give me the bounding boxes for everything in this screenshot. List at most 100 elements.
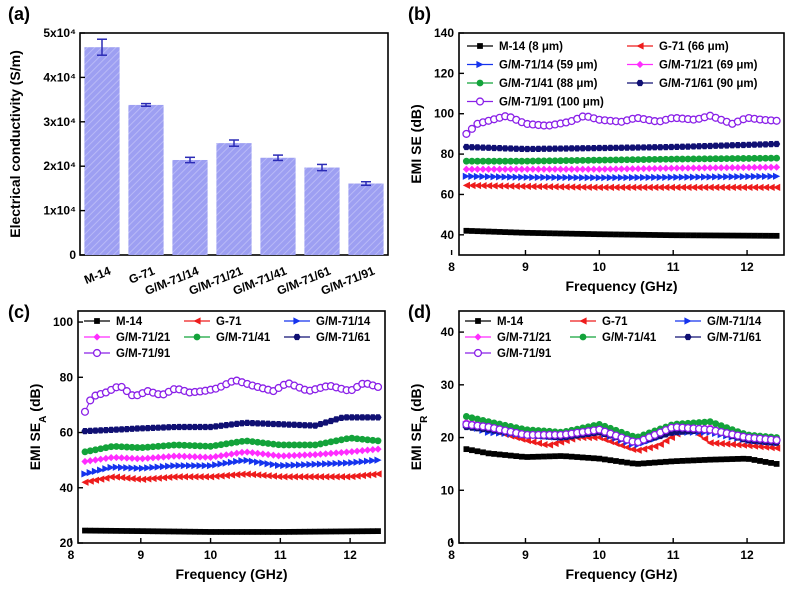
data-point-g-m-71-41-88-m	[734, 155, 742, 162]
data-point-g-m-71-61	[343, 414, 351, 421]
data-point-m-14	[646, 460, 653, 466]
data-point-g-m-71-41-88-m	[607, 156, 614, 164]
data-point-g-71	[133, 475, 141, 483]
data-point-g-m-71-21-69-m	[540, 165, 548, 173]
data-point-g-71	[149, 474, 157, 483]
data-point-m-14	[123, 528, 130, 534]
data-point-g-m-71-61-90-m	[717, 142, 725, 149]
data-point-g-71-66-m	[656, 183, 664, 191]
data-point-m-14	[546, 453, 553, 460]
data-point-g-m-71-41	[112, 443, 120, 450]
data-point-g-m-71-14	[254, 458, 262, 466]
data-point-g-71	[761, 443, 770, 451]
data-point-g-m-71-41	[97, 445, 105, 453]
data-point-g-71-66-m	[573, 183, 581, 191]
legend-label-g-m-71-14: G/M-71/14	[316, 316, 371, 328]
data-point-g-m-71-14-59-m	[651, 173, 659, 182]
data-point-g-m-71-21-69-m	[700, 164, 709, 172]
data-point-g-m-71-14	[363, 457, 372, 465]
data-point-g-m-71-21-69-m	[496, 165, 504, 173]
data-point-m-14-8-m	[696, 232, 702, 239]
data-point-g-m-71-14	[217, 460, 225, 468]
data-point-g-m-71-41-88-m	[468, 157, 476, 165]
data-point-g-71	[165, 473, 173, 481]
data-point-m-14	[485, 450, 492, 457]
data-point-g-71	[86, 477, 94, 485]
data-point-m-14	[568, 453, 575, 460]
data-point-g-m-71-61	[264, 420, 272, 427]
y-tick-label: 1x10⁴	[43, 204, 76, 218]
data-point-g-71-66-m	[568, 183, 576, 191]
y-tick-label: 2x10⁴	[43, 159, 76, 173]
data-point-g-m-71-41	[701, 418, 709, 426]
data-point-g-m-71-61	[254, 420, 262, 427]
data-point-g-m-71-21	[374, 445, 382, 453]
data-point-g-m-71-21-69-m	[612, 165, 620, 173]
data-point-g-71-66-m	[518, 182, 526, 190]
data-point-g-m-71-41-88-m	[623, 156, 631, 164]
data-point-g-m-71-21-69-m	[523, 165, 531, 173]
data-point-g-m-71-61-90-m	[712, 142, 720, 149]
data-point-m-14-8-m	[518, 229, 525, 236]
data-point-m-14	[668, 458, 675, 465]
data-point-m-14	[613, 458, 619, 464]
data-point-g-71	[180, 473, 189, 481]
data-point-g-m-71-14-59-m	[756, 172, 764, 181]
data-point-m-14	[328, 528, 334, 535]
legend-marker-g-71-66-m	[636, 42, 644, 50]
panel-b-label: (b)	[408, 4, 431, 24]
data-point-m-14-8-m	[751, 232, 758, 239]
data-point-g-m-71-21-69-m	[739, 163, 747, 172]
data-point-g-m-71-61	[112, 426, 120, 433]
legend-label-g-m-71-21: G/M-71/21	[116, 332, 171, 344]
data-point-g-m-71-14-59-m	[695, 173, 703, 181]
data-point-g-m-71-14	[238, 457, 246, 465]
data-point-m-14-8-m	[651, 232, 658, 238]
data-point-g-71	[222, 471, 230, 480]
x-tick-label: 9	[522, 260, 529, 274]
data-point-g-m-71-61	[191, 423, 199, 431]
data-point-g-m-71-21-69-m	[723, 164, 731, 172]
data-point-g-m-71-14	[243, 456, 251, 465]
data-point-g-m-71-21	[133, 454, 141, 463]
data-point-g-71	[601, 435, 609, 444]
data-point-g-m-71-14-59-m	[706, 173, 714, 181]
data-point-m-14	[343, 528, 350, 535]
data-point-m-14	[596, 455, 603, 462]
data-point-m-14	[729, 456, 736, 462]
legend-label-g-m-71-14: G/M-71/14	[707, 316, 762, 328]
data-point-g-71-66-m	[761, 183, 770, 191]
data-point-g-m-71-41-88-m	[501, 157, 509, 165]
data-point-g-m-71-61	[97, 427, 105, 434]
data-point-g-m-71-41	[695, 419, 703, 426]
data-point-m-14	[249, 529, 256, 535]
series-g-m-71-61-90-m	[462, 140, 781, 153]
data-point-g-m-71-61-90-m	[545, 145, 554, 152]
data-point-g-71	[651, 442, 659, 450]
data-point-g-m-71-14	[290, 461, 298, 469]
data-point-g-71-66-m	[468, 181, 476, 190]
data-point-g-m-71-21	[348, 448, 356, 456]
data-point-g-m-71-14	[295, 461, 304, 469]
data-point-m-14	[585, 454, 592, 461]
data-point-g-m-71-14	[206, 462, 215, 470]
data-point-g-m-71-14-59-m	[767, 172, 775, 180]
data-point-g-71-66-m	[579, 183, 587, 191]
data-point-g-m-71-61-90-m	[706, 142, 714, 150]
legend-label-g-m-71-91: G/M-71/91	[116, 348, 171, 360]
data-point-g-71	[700, 435, 709, 443]
data-point-m-14	[191, 528, 198, 535]
data-point-m-14	[139, 528, 146, 535]
data-point-g-m-71-21-69-m	[590, 165, 598, 173]
data-point-g-m-71-21-69-m	[490, 165, 498, 173]
data-point-g-71-66-m	[545, 183, 554, 191]
data-point-g-m-71-21-69-m	[728, 164, 736, 172]
data-point-g-m-71-61-90-m	[728, 142, 736, 149]
data-point-g-71-66-m	[723, 183, 731, 191]
data-point-g-m-71-21	[170, 452, 178, 460]
legend-marker-g-m-71-14	[684, 317, 692, 325]
data-point-g-m-71-14-59-m	[739, 173, 747, 181]
data-point-g-m-71-41	[322, 439, 330, 447]
data-point-g-m-71-21-69-m	[473, 165, 482, 173]
data-point-m-14	[541, 453, 547, 460]
